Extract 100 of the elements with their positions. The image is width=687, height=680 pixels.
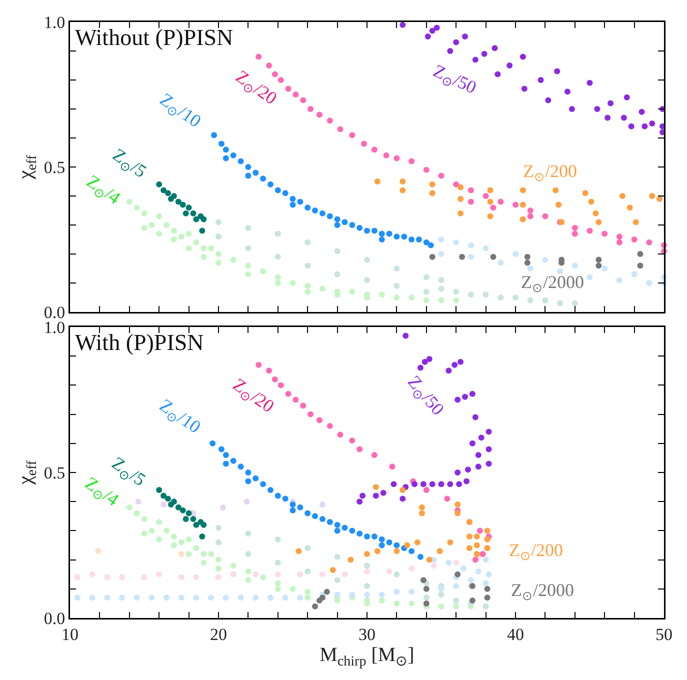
point <box>572 262 578 269</box>
point <box>620 114 627 121</box>
point <box>319 210 326 216</box>
x-axis-title: M$_{chirp}$ [M$_{⊙}$] <box>320 644 414 670</box>
y-tick-label: 1.0 <box>44 12 66 32</box>
point <box>211 132 218 138</box>
point <box>349 592 356 598</box>
point <box>394 234 400 240</box>
point <box>527 266 534 272</box>
point <box>390 481 397 488</box>
point <box>466 545 472 552</box>
point <box>383 152 390 158</box>
point <box>586 274 593 280</box>
point <box>596 262 602 269</box>
point <box>527 208 534 214</box>
point <box>252 170 259 176</box>
point <box>364 534 370 540</box>
point <box>118 574 125 580</box>
point <box>371 534 378 540</box>
point <box>245 568 252 574</box>
point <box>326 518 333 525</box>
point <box>170 228 177 234</box>
point <box>316 417 322 424</box>
point <box>349 222 356 228</box>
point <box>297 594 304 601</box>
point <box>487 187 494 194</box>
point <box>278 77 284 83</box>
point <box>438 592 444 598</box>
point <box>304 282 311 289</box>
point <box>178 594 184 601</box>
point <box>423 288 430 295</box>
point <box>394 571 400 578</box>
point <box>542 256 548 263</box>
point <box>452 362 458 368</box>
point <box>564 88 570 95</box>
point <box>474 542 480 548</box>
point <box>364 562 370 569</box>
point <box>245 224 252 231</box>
point <box>602 266 608 272</box>
point <box>267 181 274 188</box>
point <box>416 236 422 242</box>
point <box>245 470 252 476</box>
point <box>520 216 526 222</box>
point <box>453 603 460 610</box>
point <box>458 210 464 216</box>
point <box>141 530 148 537</box>
point <box>274 230 281 237</box>
point <box>141 574 148 580</box>
point <box>424 34 431 40</box>
point <box>349 132 356 138</box>
point <box>453 239 460 246</box>
point <box>193 594 200 601</box>
point <box>527 213 534 220</box>
point <box>285 390 292 397</box>
point <box>290 502 296 508</box>
point <box>456 481 462 488</box>
point <box>426 556 432 563</box>
point <box>649 120 656 126</box>
point <box>646 280 652 286</box>
point <box>616 239 622 246</box>
point <box>568 106 575 112</box>
point <box>274 571 281 578</box>
point <box>304 288 311 295</box>
point <box>290 202 296 208</box>
point <box>446 368 452 374</box>
point <box>434 24 440 31</box>
point <box>297 504 304 510</box>
point <box>222 452 229 458</box>
point <box>297 571 304 578</box>
point <box>104 574 110 580</box>
point <box>468 577 474 584</box>
point <box>175 504 182 510</box>
point <box>334 222 340 228</box>
point <box>245 550 252 557</box>
point <box>401 234 408 240</box>
point <box>438 286 444 292</box>
point <box>453 598 460 604</box>
point <box>475 464 482 470</box>
point <box>186 536 192 542</box>
point <box>274 536 281 542</box>
point <box>462 394 468 400</box>
point <box>186 510 192 516</box>
point <box>466 534 472 540</box>
point <box>230 152 236 158</box>
y-tick-label: 0.5 <box>44 158 66 177</box>
point <box>244 498 250 505</box>
point <box>378 592 385 598</box>
point <box>156 536 162 542</box>
point <box>326 422 333 429</box>
point <box>274 274 281 280</box>
point <box>482 245 489 252</box>
point <box>649 193 656 199</box>
point <box>646 239 652 246</box>
point <box>180 202 186 208</box>
point <box>334 216 340 222</box>
point <box>482 580 489 586</box>
point <box>468 292 474 298</box>
x-tick-label: 50 <box>656 624 672 644</box>
point <box>512 251 518 257</box>
series-label: Z$_{⊙}$/200 <box>523 161 578 184</box>
